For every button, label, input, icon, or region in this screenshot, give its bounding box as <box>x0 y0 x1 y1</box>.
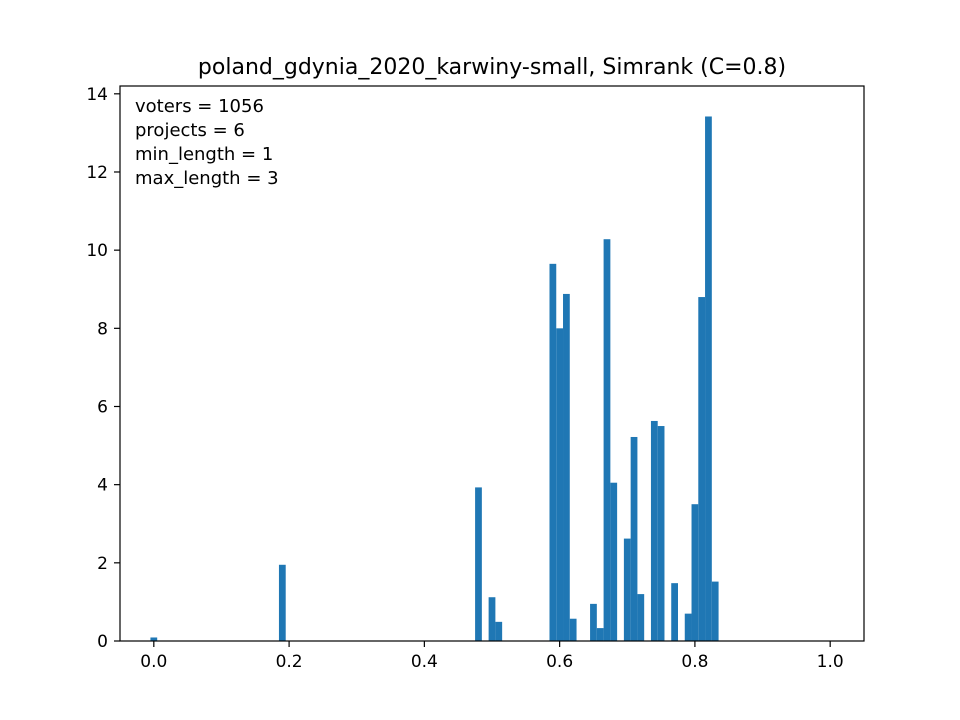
annotations-group: voters = 1056 projects = 6 min_length = 1 m… <box>135 96 279 189</box>
histogram-bar <box>278 564 286 641</box>
y-tick-label: 6 <box>97 397 108 417</box>
x-tick-label: 0.0 <box>140 652 167 672</box>
histogram-bar <box>711 581 719 641</box>
histogram-bar <box>691 504 699 641</box>
x-tick-label: 0.2 <box>276 652 303 672</box>
histogram-bar <box>705 116 712 642</box>
histogram-bar <box>657 426 665 641</box>
histogram-bar <box>556 328 564 641</box>
histogram-bar <box>569 618 577 641</box>
histogram-bar <box>603 239 611 641</box>
y-tick-label: 12 <box>86 163 108 183</box>
histogram-bar <box>630 436 638 641</box>
histogram-bar <box>590 603 597 641</box>
x-tick-label: 1.0 <box>817 652 844 672</box>
histogram-bar <box>650 420 658 641</box>
chart-title: poland_gdynia_2020_karwiny-small, Simran… <box>198 55 786 80</box>
annotation-line: voters = 1056 <box>135 96 264 117</box>
histogram-bar <box>488 597 496 641</box>
plot-frame <box>119 85 865 642</box>
y-tick-label: 0 <box>97 632 108 652</box>
x-axis-ticks: 0.0 0.2 0.4 0.6 0.8 1.0 <box>140 641 844 672</box>
x-tick-label: 0.4 <box>411 652 438 672</box>
x-tick-label: 0.8 <box>681 652 708 672</box>
y-tick-label: 4 <box>97 476 108 496</box>
histogram-bar <box>698 297 706 641</box>
histogram-bar <box>495 621 503 641</box>
x-tick-label: 0.6 <box>546 652 573 672</box>
annotation-line: min_length = 1 <box>135 144 273 165</box>
y-tick-label: 8 <box>97 319 108 339</box>
histogram-bar <box>684 613 692 641</box>
bars-group <box>150 116 719 642</box>
histogram-bar <box>549 263 557 641</box>
y-axis-ticks: 0 2 4 6 8 10 12 14 <box>86 85 120 652</box>
histogram-bar <box>563 293 570 641</box>
histogram-bar <box>475 487 482 641</box>
histogram-bar <box>596 628 604 641</box>
histogram-bar <box>671 583 678 641</box>
y-tick-label: 2 <box>97 554 108 574</box>
y-tick-label: 10 <box>86 241 108 261</box>
annotation-line: projects = 6 <box>135 120 245 141</box>
histogram-bar <box>150 637 158 641</box>
histogram-bar <box>623 538 631 641</box>
histogram-bar <box>637 594 645 641</box>
histogram-bar <box>610 482 618 641</box>
annotation-line: max_length = 3 <box>135 168 279 189</box>
y-tick-label: 14 <box>86 85 108 105</box>
